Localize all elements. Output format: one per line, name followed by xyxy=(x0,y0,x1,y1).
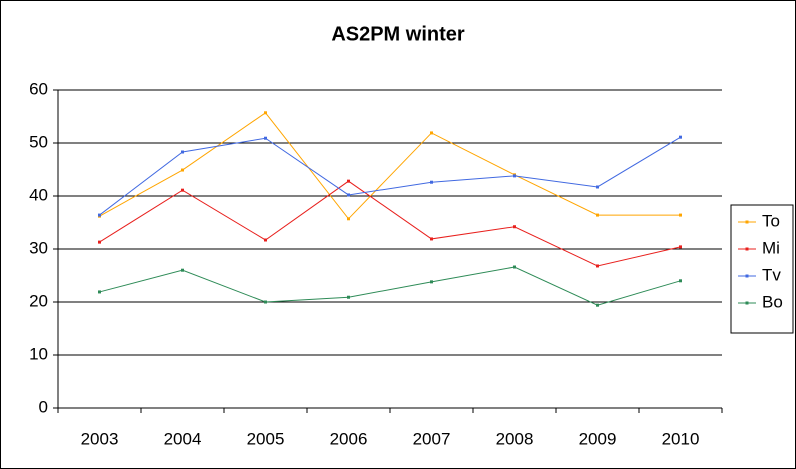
point xyxy=(513,174,516,178)
point xyxy=(181,168,184,172)
x-tick-label: 2006 xyxy=(330,429,368,448)
legend-label: Mi xyxy=(762,238,780,257)
point xyxy=(679,245,682,249)
point xyxy=(596,303,599,307)
point xyxy=(679,213,682,217)
legend-swatch-point xyxy=(745,247,749,251)
legend-label: Tv xyxy=(762,265,781,284)
point xyxy=(264,238,267,242)
point xyxy=(347,179,350,183)
point xyxy=(347,217,350,221)
y-tick-label: 10 xyxy=(29,344,48,363)
x-tick-label: 2008 xyxy=(496,429,534,448)
point xyxy=(430,237,433,241)
series-line xyxy=(99,266,681,306)
chart-title: AS2PM winter xyxy=(331,23,465,45)
x-tick-label: 2005 xyxy=(247,429,285,448)
point xyxy=(679,135,682,139)
x-tick-label: 2010 xyxy=(662,429,700,448)
point xyxy=(98,213,101,217)
point xyxy=(347,193,350,197)
point xyxy=(430,180,433,184)
point xyxy=(264,300,267,304)
point xyxy=(596,213,599,217)
legend-swatch-point xyxy=(745,274,749,278)
point xyxy=(679,279,682,283)
y-tick-label: 20 xyxy=(29,291,48,310)
point xyxy=(347,295,350,299)
point xyxy=(513,265,516,269)
point xyxy=(596,264,599,268)
legend-box xyxy=(730,204,794,334)
point xyxy=(264,136,267,140)
point xyxy=(181,268,184,272)
y-tick-label: 0 xyxy=(39,397,48,416)
x-tick-label: 2003 xyxy=(81,429,119,448)
y-tick-label: 30 xyxy=(29,238,48,257)
point xyxy=(430,280,433,284)
point xyxy=(181,150,184,154)
x-tick-label: 2007 xyxy=(413,429,451,448)
series-line xyxy=(99,180,681,267)
x-tick-label: 2009 xyxy=(579,429,617,448)
point xyxy=(181,188,184,192)
point xyxy=(430,131,433,135)
legend-label: Bo xyxy=(762,292,783,311)
legend-swatch-point xyxy=(745,301,749,305)
x-tick-label: 2004 xyxy=(164,429,202,448)
point xyxy=(596,185,599,189)
legend-label: To xyxy=(762,211,780,230)
point xyxy=(98,290,101,294)
legend-swatch-point xyxy=(745,220,749,224)
series-line xyxy=(99,136,681,216)
point xyxy=(264,111,267,115)
point xyxy=(98,240,101,244)
series-line xyxy=(99,112,681,220)
y-tick-label: 40 xyxy=(29,185,48,204)
y-tick-label: 60 xyxy=(29,79,48,98)
y-tick-label: 50 xyxy=(29,132,48,151)
point xyxy=(513,225,516,229)
